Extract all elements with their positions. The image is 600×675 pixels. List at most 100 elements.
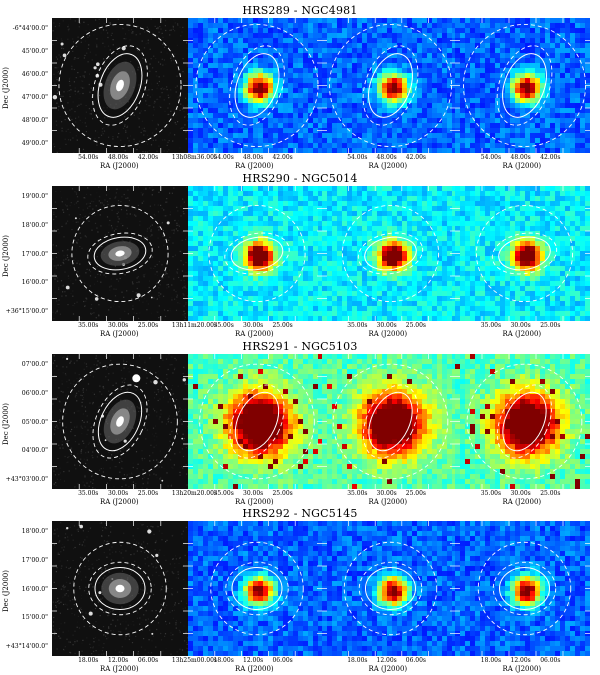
ra-tick-label: 18.00s <box>214 657 234 664</box>
ra-tick-label: 13h25m00.00s <box>172 657 217 664</box>
dec-tick-label: 17'00.0" <box>0 557 48 564</box>
dec-axis-label: Dec (J2000) <box>2 403 10 445</box>
ra-tick-label: 12.00s <box>377 657 397 664</box>
ra-tick-label: 54.00s <box>481 154 501 161</box>
ra-tick-label: 12.00s <box>108 657 128 664</box>
ra-axis-label: RA (J2000) <box>100 498 139 506</box>
ra-axis-label: RA (J2000) <box>503 162 542 170</box>
ra-tick-label: 25.00s <box>138 322 158 329</box>
dec-tick-label: 49'00.0" <box>0 140 48 147</box>
star <box>181 438 183 440</box>
optical-image-panel <box>52 18 188 153</box>
flux-map-panel <box>322 521 455 656</box>
ra-tick-label: 48.00s <box>511 154 531 161</box>
dec-tick-label: 07'00.0" <box>0 361 48 368</box>
optical-image-panel <box>52 186 188 321</box>
flux-map-panel <box>455 354 590 489</box>
bright-star <box>132 374 140 382</box>
star <box>96 62 100 66</box>
dec-tick-label: 48'00.0" <box>0 117 48 124</box>
star <box>124 440 127 443</box>
star <box>63 54 67 58</box>
dec-tick-label: +43°14'00.0" <box>0 643 48 650</box>
ra-tick-label: 13h08m36.00s <box>172 154 217 161</box>
dec-tick-label: 45'00.0" <box>0 48 48 55</box>
dec-tick-label: +43°03'00.0" <box>0 476 48 483</box>
star <box>167 221 170 224</box>
ra-tick-label: 06.00s <box>540 657 560 664</box>
ra-axis-label: RA (J2000) <box>369 162 408 170</box>
ra-tick-label: 48.00s <box>377 154 397 161</box>
ra-tick-label: 30.00s <box>243 322 263 329</box>
ra-tick-label: 54.00s <box>347 154 367 161</box>
ra-tick-label: 30.00s <box>243 490 263 497</box>
ra-tick-label: 25.00s <box>272 322 292 329</box>
row-title: HRS292 - NGC5145 <box>0 507 600 520</box>
ra-tick-label: 18.00s <box>481 657 501 664</box>
ra-tick-label: 25.00s <box>406 490 426 497</box>
dec-tick-label: 06'00.0" <box>0 390 48 397</box>
ra-axis-label: RA (J2000) <box>503 665 542 673</box>
ra-tick-label: 30.00s <box>377 322 397 329</box>
dec-tick-label: 15'00.0" <box>0 614 48 621</box>
ra-tick-label: 35.00s <box>481 490 501 497</box>
star <box>147 529 151 533</box>
flux-map-panel <box>188 186 322 321</box>
flux-map-panel <box>188 354 322 489</box>
ra-tick-label: 42.00s <box>540 154 560 161</box>
star <box>183 378 186 381</box>
row-title: HRS290 - NGC5014 <box>0 172 600 185</box>
dec-tick-label: 04'00.0" <box>0 447 48 454</box>
ra-axis-label: RA (J2000) <box>100 665 139 673</box>
ra-tick-label: 18.00s <box>78 657 98 664</box>
star <box>89 612 93 616</box>
ra-tick-label: 25.00s <box>272 490 292 497</box>
star <box>95 297 99 301</box>
ra-tick-label: 06.00s <box>406 657 426 664</box>
dec-axis-label: Dec (J2000) <box>2 67 10 109</box>
galaxy-row: HRS292 - NGC5145 18.00s 12.00s 06.00s 13h25m… <box>0 507 600 675</box>
ra-tick-label: 42.00s <box>406 154 426 161</box>
dec-axis-label: Dec (J2000) <box>2 570 10 612</box>
flux-map-panel <box>188 521 322 656</box>
dec-tick-label: 18'00.0" <box>0 528 48 535</box>
ra-tick-label: 13h11m20.00s <box>172 322 217 329</box>
ra-axis-label: RA (J2000) <box>100 330 139 338</box>
ra-tick-label: 54.00s <box>78 154 98 161</box>
dec-tick-label: 18'00.0" <box>0 222 48 229</box>
row-title: HRS291 - NGC5103 <box>0 340 600 353</box>
ra-axis-label: RA (J2000) <box>503 498 542 506</box>
ra-tick-label: 30.00s <box>511 322 531 329</box>
flux-map-panel <box>455 186 590 321</box>
star <box>151 633 153 635</box>
dec-tick-label: 16'00.0" <box>0 279 48 286</box>
ra-tick-label: 30.00s <box>108 322 128 329</box>
ra-tick-label: 35.00s <box>78 490 98 497</box>
ra-tick-label: 12.00s <box>511 657 531 664</box>
ra-tick-label: 42.00s <box>272 154 292 161</box>
ra-axis-label: RA (J2000) <box>235 330 274 338</box>
ra-tick-label: 06.00s <box>272 657 292 664</box>
star <box>155 554 158 557</box>
galaxy-image <box>101 573 139 605</box>
flux-map-panel <box>455 521 590 656</box>
ra-tick-label: 18.00s <box>347 657 367 664</box>
flux-map-panel <box>322 18 455 153</box>
star <box>79 525 83 529</box>
dec-axis-label: Dec (J2000) <box>2 235 10 277</box>
star <box>98 591 101 594</box>
ra-tick-label: 30.00s <box>377 490 397 497</box>
ra-axis-label: RA (J2000) <box>235 162 274 170</box>
star <box>53 95 57 99</box>
ra-tick-label: 30.00s <box>511 490 531 497</box>
star <box>161 480 163 482</box>
ra-tick-label: 25.00s <box>406 322 426 329</box>
optical-image-panel <box>52 354 188 489</box>
ra-axis-label: RA (J2000) <box>369 665 408 673</box>
flux-map-panel <box>322 186 455 321</box>
flux-map-panel <box>188 18 322 153</box>
ra-tick-label: 12.00s <box>243 657 263 664</box>
dec-tick-label: -6°44'00.0" <box>0 25 48 32</box>
